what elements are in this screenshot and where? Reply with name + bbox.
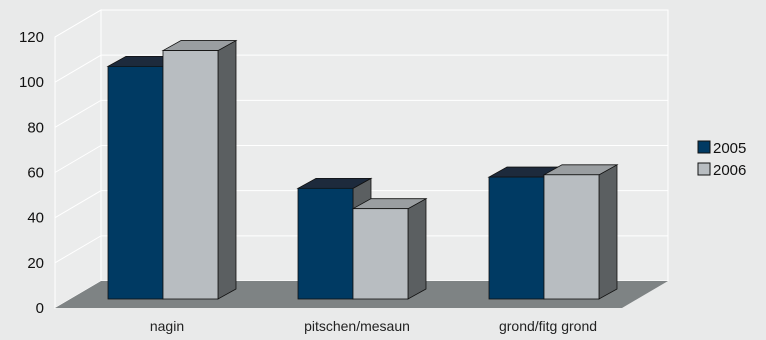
y-tick-label-0: 0	[36, 300, 44, 317]
bar-side-face	[217, 39, 237, 300]
bar-side-face	[407, 197, 427, 300]
bar-front-face	[352, 208, 409, 300]
legend-swatch	[697, 162, 711, 176]
x-category-label: nagin	[150, 318, 184, 334]
bar-side-face	[598, 164, 618, 300]
x-category-label: pitschen/mesaun	[304, 318, 410, 334]
bar-front-face	[543, 174, 600, 300]
bars-group	[106, 39, 619, 300]
bar-front-face	[488, 176, 545, 300]
gridline	[54, 54, 668, 83]
y-tick-label-60: 60	[27, 165, 44, 182]
bar-2006-pitschen-mesaun	[351, 197, 428, 300]
gridline	[54, 145, 668, 173]
bar-2006-grond-fitg-grond	[542, 164, 619, 300]
y-tick-label-80: 80	[27, 119, 44, 136]
bar-front-face	[107, 65, 164, 300]
x-axis-categories: nagin pitschen/mesaun grond/fitg grond	[150, 318, 597, 334]
y-tick-label-40: 40	[27, 210, 44, 227]
gridline	[54, 99, 668, 128]
bar-2006-nagin	[161, 39, 238, 300]
y-tick-label-100: 100	[19, 74, 44, 91]
legend-label: 2006	[713, 162, 746, 179]
gridline	[54, 190, 668, 219]
legend: 2005 2006	[697, 140, 746, 179]
legend-swatch	[697, 140, 711, 154]
legend-item-2006: 2006	[697, 162, 746, 179]
x-category-label: grond/fitg grond	[499, 318, 597, 334]
legend-item-2005: 2005	[697, 140, 746, 157]
bar-front-face	[162, 50, 219, 300]
bar-front-face	[297, 187, 354, 300]
y-tick-label-120: 120	[19, 29, 44, 46]
legend-label: 2005	[713, 140, 746, 157]
gridline	[54, 9, 668, 38]
y-tick-label-20: 20	[27, 255, 44, 272]
gridline	[54, 235, 668, 264]
y-axis-ticks: 0 20 40 60 80 100 120	[19, 29, 44, 317]
